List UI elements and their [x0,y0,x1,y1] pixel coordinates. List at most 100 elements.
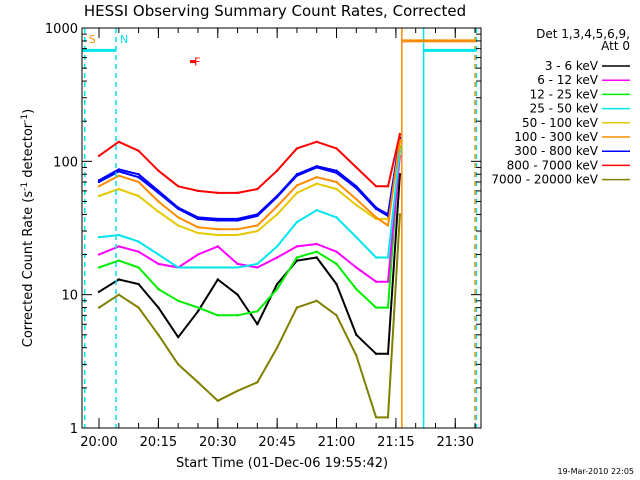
annotation-F: F [194,56,200,69]
series-point-7 [137,180,140,184]
series-point-7 [295,184,299,187]
series-point-6 [374,207,378,211]
series-point-0 [315,256,318,259]
series-point-2 [335,250,338,253]
series-point-7 [176,216,180,219]
series-point-8 [374,416,378,419]
series-point-4 [275,213,279,216]
series-point-0 [355,333,358,337]
series-point-3 [157,253,160,256]
series-point-3 [275,245,279,248]
series-point-8 [236,389,239,393]
annotation-S: S [89,33,96,46]
series-point-9 [216,191,219,195]
legend-label: 25 - 50 keV [530,102,599,116]
x-tick-label: 20:00 [80,435,117,450]
series-point-9 [236,191,239,195]
series-point-1 [355,287,358,291]
series-point-8 [315,299,318,302]
series-point-0 [398,173,402,176]
series-point-7 [374,216,378,219]
series-point-6 [236,219,239,222]
series-point-2 [157,262,160,266]
series-point-4 [117,187,121,191]
series-point-1 [335,262,338,266]
series-point-9 [196,189,200,193]
series-point-7 [196,226,200,229]
series-point-3 [335,216,338,219]
legend-label: 6 - 12 keV [537,73,599,87]
legend-label: 300 - 800 keV [514,144,598,158]
series-point-0 [335,282,338,286]
series-point-9 [386,185,390,188]
legend-label: 3 - 6 keV [545,59,599,73]
series-point-1 [196,306,200,309]
series-point-3 [97,235,101,239]
series-point-8 [355,354,358,357]
series-point-0 [196,310,200,313]
series-point-1 [216,314,219,317]
series-point-2 [236,262,239,266]
series-point-4 [97,194,101,198]
series-point-2 [137,250,140,253]
series-point-0 [386,352,390,356]
annotation-N: N [120,33,128,46]
series-point-7 [157,200,160,203]
series-point-2 [256,266,259,269]
series-point-6 [137,176,140,179]
series-point-4 [355,203,358,207]
legend-label: 7000 - 20000 keV [491,173,598,187]
series-point-1 [176,299,180,302]
legend-title-line2: Att 0 [601,39,630,53]
series-point-3 [216,266,219,269]
series-point-6 [355,186,358,190]
series-point-0 [117,278,121,281]
series-point-6 [275,195,279,199]
series-point-8 [117,293,121,296]
series-point-0 [137,282,140,286]
series-point-8 [176,363,180,366]
series-point-4 [157,210,160,213]
series-point-2 [355,266,358,269]
y-tick-label: 1000 [45,22,78,37]
series-point-6 [117,170,121,173]
legend-label: 100 - 300 keV [514,130,598,144]
series-point-9 [335,147,338,150]
series-point-7 [117,174,121,177]
series-point-9 [315,140,318,144]
series-point-0 [256,323,259,326]
series-point-9 [157,169,160,172]
series-point-8 [256,381,259,384]
series-point-6 [97,180,101,184]
series-point-3 [256,262,259,266]
series-point-1 [137,266,140,269]
series-point-0 [236,293,239,296]
series-point-2 [117,245,121,248]
series-point-4 [256,229,259,233]
series-point-8 [216,399,219,402]
series-point-4 [236,233,239,237]
series-point-8 [157,333,160,337]
series-point-5 [335,169,338,172]
series-point-0 [97,290,101,294]
series-point-3 [315,209,318,212]
series-point-9 [97,154,101,158]
y-tick-label: 10 [61,289,78,304]
series-point-8 [137,306,140,309]
series-point-7 [216,227,219,231]
series-point-2 [386,280,390,283]
series-point-8 [386,416,390,419]
series-point-2 [97,253,101,256]
series-point-6 [256,214,259,218]
series-point-8 [335,314,338,317]
x-tick-label: 21:00 [318,435,355,450]
series-point-1 [275,287,279,291]
series-point-1 [315,250,318,253]
series-line-5 [98,137,401,220]
series-point-9 [176,185,180,188]
series-point-5 [117,168,121,171]
plot-frame [81,27,482,429]
y-axis-label: Corrected Count Rate (s-1 detector-1) [20,109,36,347]
